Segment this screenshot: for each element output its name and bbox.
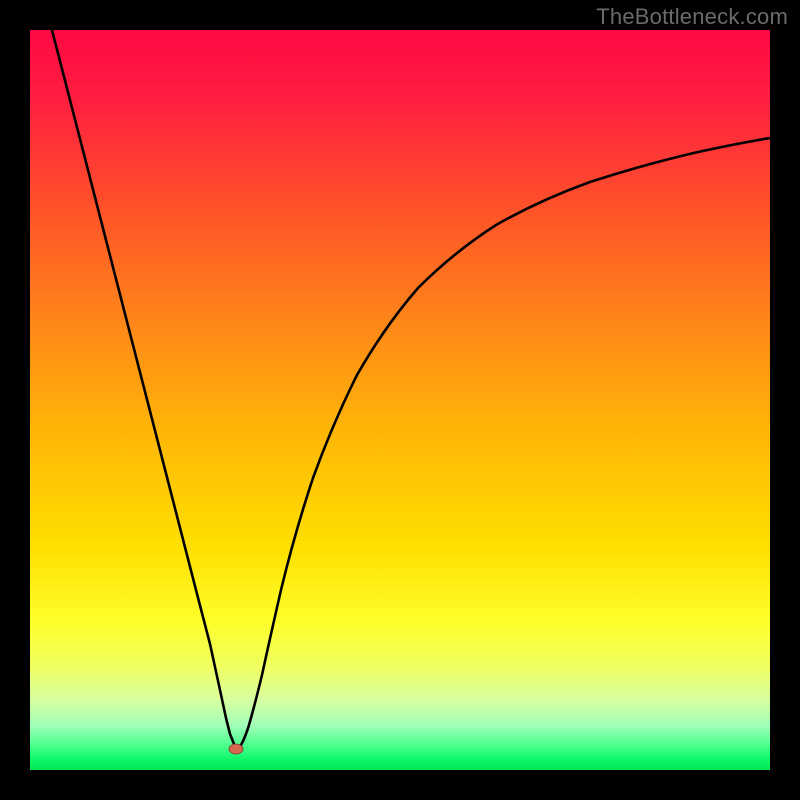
frame-bottom bbox=[0, 770, 800, 800]
plot-svg bbox=[30, 30, 770, 770]
chart-container: TheBottleneck.com bbox=[0, 0, 800, 800]
watermark-text: TheBottleneck.com bbox=[596, 4, 788, 30]
vertex-marker bbox=[229, 744, 243, 754]
gradient-background bbox=[30, 30, 770, 770]
frame-right bbox=[770, 0, 800, 800]
frame-left bbox=[0, 0, 30, 800]
plot-area bbox=[30, 30, 770, 770]
